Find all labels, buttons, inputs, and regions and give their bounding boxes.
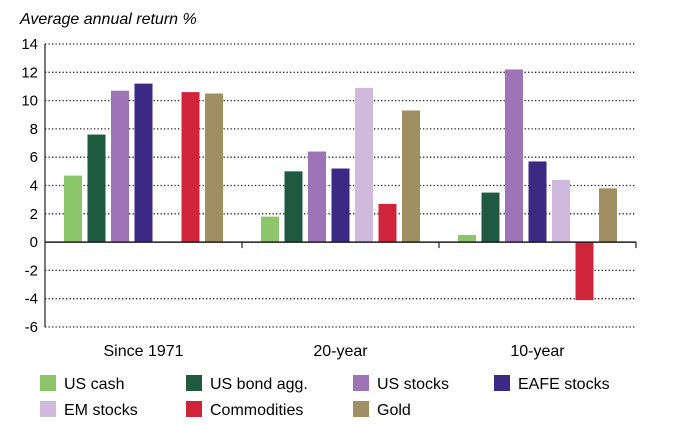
bar	[481, 192, 500, 243]
y-tick-label: -2	[25, 262, 38, 279]
axes	[44, 44, 637, 327]
bar	[134, 83, 153, 243]
bar	[205, 93, 223, 243]
y-tick-label: -4	[25, 291, 38, 308]
legend-label: Commodities	[210, 402, 303, 419]
y-tick-label: 14	[21, 36, 38, 53]
y-tick-label: 6	[30, 149, 38, 166]
bar	[402, 110, 420, 243]
legend-swatch	[186, 375, 202, 391]
y-tick-label: 8	[30, 121, 38, 138]
y-tick-label: 4	[30, 178, 38, 195]
bar	[284, 171, 303, 243]
bar	[64, 175, 82, 243]
bar	[181, 92, 200, 243]
bar	[355, 87, 373, 243]
legend-label: Gold	[377, 402, 411, 419]
legend-label: US bond agg.	[210, 376, 308, 393]
bar	[458, 235, 476, 243]
bar	[378, 203, 397, 243]
category-label: 20-year	[313, 343, 368, 360]
legend-swatch	[494, 375, 510, 391]
legend-swatch	[40, 401, 56, 417]
category-labels: Since 1971 20-year 10-year	[103, 343, 565, 360]
bar	[331, 168, 350, 243]
category-label: 10-year	[510, 343, 565, 360]
bar	[87, 134, 106, 243]
y-tick-label: 2	[30, 206, 38, 223]
legend-label: US cash	[64, 376, 124, 393]
bar	[552, 179, 570, 243]
legend-swatch	[186, 401, 202, 417]
legend: US cash US bond agg. US stocks EAFE stocks E…	[40, 375, 610, 419]
legend-swatch	[353, 375, 369, 391]
bar	[261, 216, 279, 243]
bar	[528, 161, 547, 243]
bar	[599, 188, 617, 243]
y-axis-title: Average annual return %	[19, 11, 197, 28]
bar	[308, 151, 326, 243]
category-label: Since 1971	[103, 343, 183, 360]
bar	[575, 242, 594, 301]
legend-label: EAFE stocks	[518, 376, 610, 393]
legend-swatch	[353, 401, 369, 417]
y-tick-label: 10	[21, 93, 38, 110]
y-tick-label: 0	[30, 234, 38, 251]
y-tick-label: -6	[25, 319, 38, 336]
legend-swatch	[40, 375, 56, 391]
bar	[111, 90, 129, 243]
bar	[505, 69, 523, 243]
legend-label: EM stocks	[64, 402, 138, 419]
legend-label: US stocks	[377, 376, 449, 393]
bars	[64, 69, 617, 301]
y-tick-label: 12	[21, 64, 38, 81]
y-axis-ticks: 14 12 10 8 6 4 2 0 -2 -4 -6	[21, 36, 38, 336]
